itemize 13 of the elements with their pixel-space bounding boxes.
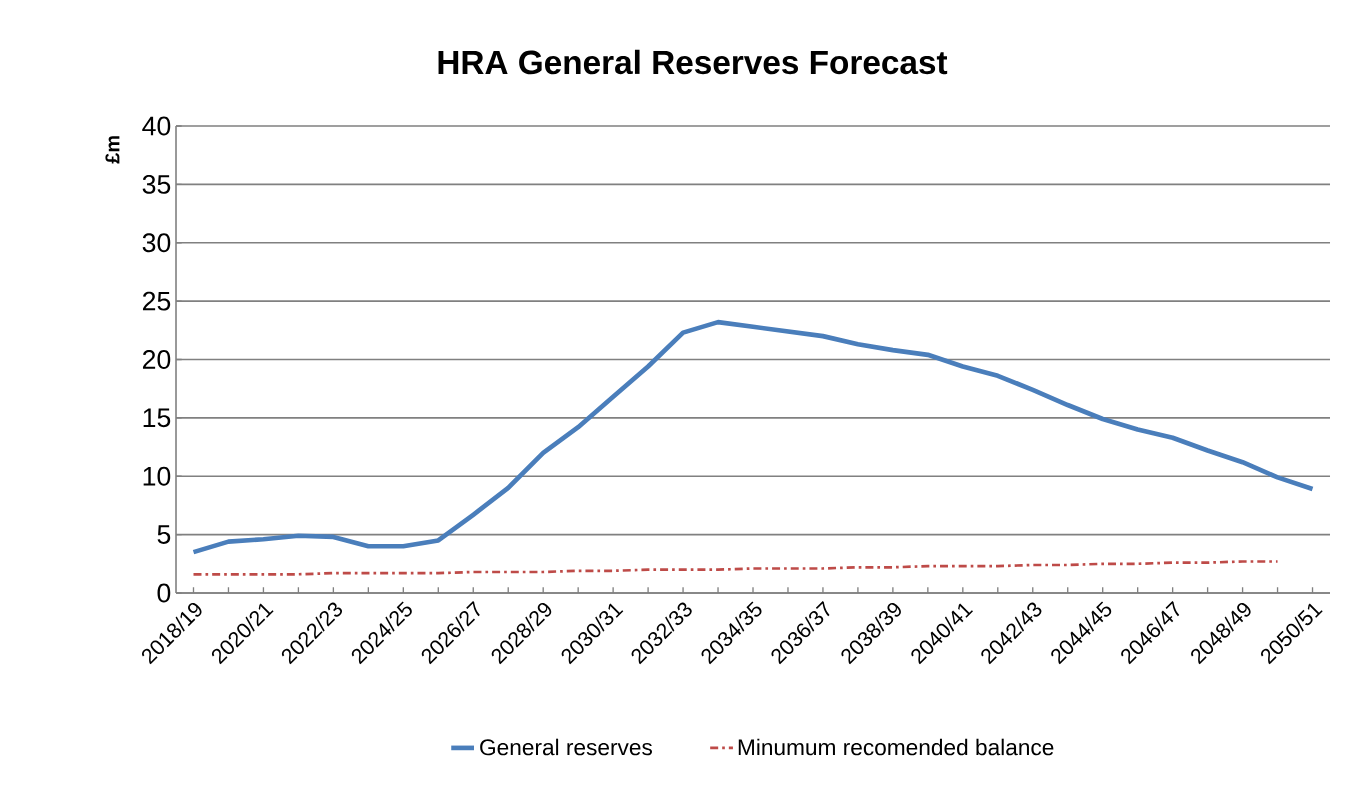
y-tick-label: 40 xyxy=(142,116,171,136)
y-tick-label: 20 xyxy=(142,350,171,369)
y-tick-label: 0 xyxy=(157,583,171,603)
y-tick-label: 10 xyxy=(143,466,171,486)
chart-title: HRA General Reserves Forecast xyxy=(438,49,948,75)
y-tick-label: 5 xyxy=(157,525,171,544)
legend-label: General reserves xyxy=(480,738,652,756)
y-tick-label: 25 xyxy=(142,291,171,311)
legend-label: Minumum recomended balance xyxy=(738,738,1054,756)
y-tick-label: 30 xyxy=(142,233,171,253)
y-axis-title: £m xyxy=(105,136,120,164)
y-tick-label: 15 xyxy=(143,408,171,428)
y-tick-label: 35 xyxy=(142,174,171,194)
